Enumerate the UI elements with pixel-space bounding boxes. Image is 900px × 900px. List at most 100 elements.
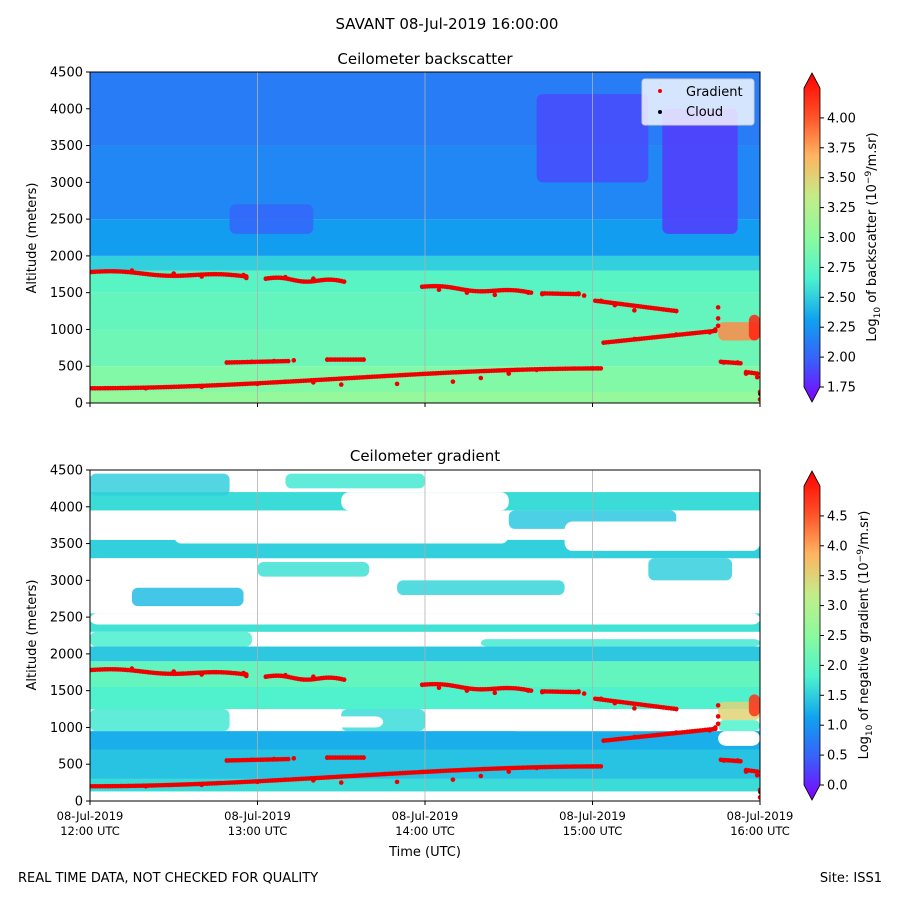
gradient-point — [361, 755, 366, 760]
gradient-point — [581, 691, 587, 696]
legend-gradient-marker — [658, 89, 662, 93]
colorbar-tick-label: 4.5 — [827, 509, 848, 524]
y-tick-label: 0 — [75, 397, 83, 412]
gradient-point — [143, 385, 149, 391]
gradient-point — [721, 758, 727, 763]
colorbar-tick-label: 4.00 — [827, 111, 856, 126]
gradient-point — [595, 366, 601, 371]
gradient-point — [757, 795, 760, 800]
y-tick-label: 2000 — [50, 647, 83, 662]
y-tick-label: 3500 — [50, 537, 83, 552]
heatmap-patch — [90, 709, 230, 732]
colorbar-tick-label: 3.0 — [827, 599, 848, 614]
legend-cloud-label: Cloud — [686, 105, 723, 120]
gradient-point — [263, 674, 269, 679]
gradient-point — [199, 782, 204, 788]
gradient-point — [361, 357, 366, 362]
gradient-point — [598, 696, 604, 702]
gradient-point — [450, 379, 456, 384]
gradient-point — [715, 703, 721, 708]
heatmap-gap — [173, 517, 509, 544]
heatmap-gap — [313, 716, 384, 728]
heatmap-patch — [718, 720, 760, 732]
backscatter-title: Ceilometer backscatter — [337, 50, 513, 68]
gradient-point — [632, 734, 637, 740]
gradient-point — [255, 779, 260, 785]
gradient-point — [506, 371, 512, 376]
gradient-point — [632, 308, 637, 313]
gradient-point — [143, 783, 149, 789]
gradient-point — [241, 272, 246, 278]
gradient-point — [241, 670, 246, 676]
colorbar-tick-label: 4.0 — [827, 539, 848, 554]
gradient-point — [285, 358, 291, 364]
gradient-point — [576, 291, 581, 296]
gradient-point — [224, 758, 230, 763]
y-tick-label: 2000 — [50, 249, 83, 264]
gradient-point — [285, 756, 291, 762]
heatmap-patch — [90, 473, 230, 496]
gradient-point — [743, 769, 749, 774]
y-tick-label: 4000 — [50, 102, 83, 117]
gradient-point — [673, 706, 679, 712]
gradient-point — [721, 360, 727, 365]
gradient-point — [436, 287, 442, 293]
gradient-point — [291, 358, 297, 363]
gradient-point — [713, 327, 718, 332]
colorbar-tick-label: 0.5 — [827, 749, 848, 764]
gradient-point — [707, 330, 713, 335]
gradient-point — [283, 379, 288, 384]
gradient-point — [436, 685, 442, 691]
gradient-point — [754, 769, 760, 774]
heatmap-gap — [90, 510, 202, 540]
x-tick-date: 08-Jul-2019 — [57, 809, 124, 823]
colorbar-tick-label: 1.5 — [827, 689, 848, 704]
heatmap-gap — [564, 521, 760, 551]
x-tick-time: 13:00 UTC — [228, 824, 288, 838]
heatmap-patch — [397, 580, 565, 596]
colorbar-tick-label: 2.00 — [827, 351, 856, 366]
gradient-point — [713, 725, 718, 730]
gradient-point — [90, 385, 93, 391]
y-tick-label: 4000 — [50, 500, 83, 515]
gradient-point — [612, 700, 618, 706]
heatmap-patch — [748, 314, 760, 341]
gradient-point — [735, 360, 740, 365]
gradient-point — [90, 269, 93, 275]
gradient-point — [754, 374, 760, 380]
heatmap-patch — [662, 108, 738, 234]
heatmap-patch — [131, 587, 244, 607]
heatmap-patch — [229, 204, 314, 234]
gradient-point — [754, 772, 760, 778]
gradient-point — [338, 780, 344, 785]
gradient-point — [90, 783, 93, 789]
x-tick-date: 08-Jul-2019 — [392, 809, 459, 823]
gradient-point — [249, 359, 255, 365]
gradient-point — [311, 674, 316, 679]
gradient-point — [283, 777, 288, 782]
gradient-point — [394, 381, 400, 387]
gradient-y-axis-label: Altitude (meters) — [25, 580, 40, 691]
gradient-point — [707, 728, 713, 733]
heatmap-gap — [369, 596, 760, 610]
y-tick-label: 1000 — [50, 323, 83, 338]
colorbar-tick-label: 2.50 — [827, 291, 856, 306]
gradient-point — [311, 276, 316, 281]
gradient-point — [632, 706, 637, 711]
gradient-colorbar: 0.0 0.5 1.0 1.5 2.0 2.5 3.0 3.5 4.0 4.5 Log10 of … — [803, 470, 875, 801]
gradient-point — [419, 284, 425, 290]
gradient-point — [90, 667, 93, 673]
heatmap-patch — [648, 558, 733, 581]
colorbar-tick-label: 3.75 — [827, 141, 856, 156]
x-tick-time: 16:00 UTC — [730, 824, 790, 838]
gradient-point — [324, 357, 330, 362]
gradient-colorbar-label: Log10 of negative gradient (10−9/m.sr) — [856, 511, 875, 760]
y-tick-label: 2500 — [50, 213, 83, 228]
gradient-point — [601, 340, 606, 345]
backscatter-colorbar-body — [803, 72, 821, 403]
gradient-point — [464, 290, 470, 295]
gradient-point — [598, 298, 604, 304]
x-tick-time: 15:00 UTC — [563, 824, 623, 838]
gradient-title: Ceilometer gradient — [350, 447, 500, 465]
y-tick-label: 1000 — [50, 721, 83, 736]
